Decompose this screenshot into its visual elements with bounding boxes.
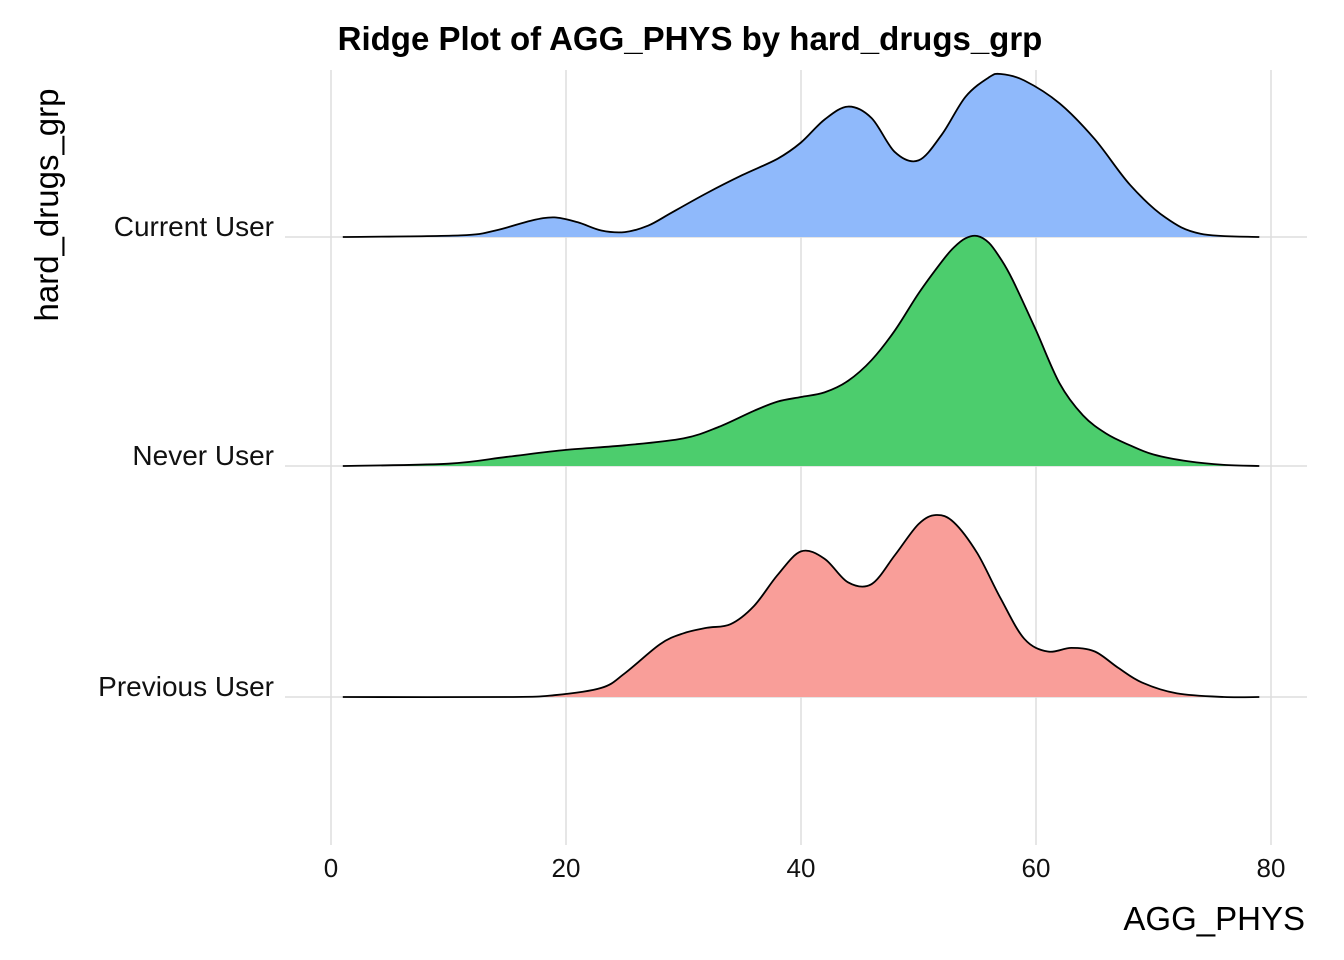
ridge-series [342, 72, 1260, 699]
ridge-area [342, 514, 1260, 698]
y-axis-title: hard_drugs_grp [28, 89, 65, 322]
ridge-current-user [342, 72, 1260, 238]
category-label: Current User [114, 211, 274, 242]
chart-title: Ridge Plot of AGG_PHYS by hard_drugs_grp [338, 20, 1043, 57]
category-label: Previous User [98, 671, 274, 702]
category-labels: Current User Never User Previous User [98, 211, 274, 702]
x-tick-label: 80 [1257, 853, 1286, 883]
x-tick-label: 40 [787, 853, 816, 883]
x-tick-label: 0 [324, 853, 338, 883]
ridge-never-user [342, 234, 1260, 467]
ridge-outline [342, 72, 1260, 238]
ridge-outline [342, 514, 1260, 699]
x-tick-label: 60 [1022, 853, 1051, 883]
ridge-previous-user [342, 514, 1260, 699]
x-tick-labels: 0 20 40 60 80 [324, 853, 1286, 883]
ridge-area [342, 73, 1260, 237]
ridge-outline [342, 234, 1260, 467]
x-axis-title: AGG_PHYS [1123, 900, 1305, 937]
category-label: Never User [132, 440, 274, 471]
ridge-area [342, 235, 1260, 466]
x-tick-label: 20 [552, 853, 581, 883]
